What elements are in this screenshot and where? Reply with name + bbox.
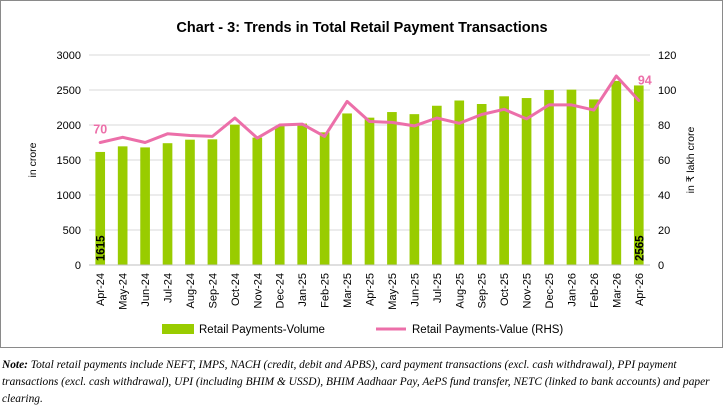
bar <box>476 104 487 265</box>
bar <box>230 124 240 266</box>
x-tick-label: Nov-25 <box>522 273 534 308</box>
y-tick-label: 2000 <box>57 120 81 132</box>
bar <box>566 89 577 266</box>
bar <box>185 139 195 265</box>
bar <box>117 146 128 265</box>
x-tick-label: Jun-24 <box>140 273 152 307</box>
bar <box>544 90 554 265</box>
bar <box>342 113 352 265</box>
y2-axis-label: in ₹ lakh crore <box>685 126 697 193</box>
bar <box>499 96 509 265</box>
bar <box>297 123 308 265</box>
chart-title: Chart - 3: Trends in Total Retail Paymen… <box>176 20 547 36</box>
y2-tick-label: 60 <box>658 155 670 167</box>
bar <box>409 114 420 266</box>
bar <box>387 112 397 265</box>
y2-tick-label: 0 <box>658 260 664 272</box>
bar <box>454 100 465 265</box>
x-tick-label: Aug-25 <box>454 273 466 308</box>
x-tick-label: Apr-25 <box>365 273 377 306</box>
y-tick-label: 500 <box>63 225 81 237</box>
footnote-text: Total retail payments include NEFT, IMPS… <box>2 359 710 405</box>
x-tick-label: Oct-25 <box>499 273 511 306</box>
y2-tick-label: 120 <box>658 50 676 62</box>
x-tick-label: Dec-24 <box>275 273 287 308</box>
x-tick-label: Sep-24 <box>207 273 219 308</box>
x-tick-label: Jul-25 <box>432 273 444 303</box>
bar <box>162 143 173 265</box>
bar <box>633 85 644 265</box>
bar <box>364 117 375 266</box>
bar <box>252 137 263 265</box>
x-tick-label: Jan-25 <box>297 273 309 307</box>
x-tick-label: Jan-26 <box>566 273 578 307</box>
bar <box>274 126 285 265</box>
x-tick-label: Apr-26 <box>634 273 646 306</box>
bar <box>140 147 150 265</box>
bar <box>319 132 330 265</box>
x-tick-label: Jul-24 <box>163 273 175 303</box>
x-tick-label: Apr-24 <box>95 273 107 306</box>
y-tick-label: 1500 <box>57 155 81 167</box>
chart: Chart - 3: Trends in Total Retail Paymen… <box>27 20 697 336</box>
y2-tick-label: 100 <box>658 85 676 97</box>
x-tick-label: Oct-24 <box>230 273 242 306</box>
y2-tick-label: 80 <box>658 120 670 132</box>
x-tick-label: Feb-25 <box>320 273 332 308</box>
y-axis-label: in crore <box>27 142 39 177</box>
bar <box>611 80 622 266</box>
bar <box>207 139 218 265</box>
y-tick-label: 2500 <box>57 85 81 97</box>
y-tick-label: 1000 <box>57 190 81 202</box>
bar <box>589 99 599 265</box>
y-tick-label: 3000 <box>57 50 81 62</box>
x-tick-label: May-25 <box>387 273 399 310</box>
y2-tick-label: 20 <box>658 225 670 237</box>
legend-label-value: Retail Payments-Value (RHS) <box>412 324 563 336</box>
x-tick-label: Nov-24 <box>252 273 264 308</box>
x-tick-label: May-24 <box>118 273 130 310</box>
footnote-lead: Note: <box>2 359 28 371</box>
footnote: Note: Total retail payments include NEFT… <box>2 357 722 408</box>
bar-data-label: 1615 <box>96 235 108 261</box>
bar <box>95 151 106 265</box>
x-tick-label: Mar-26 <box>611 273 623 308</box>
chart-frame: Chart - 3: Trends in Total Retail Paymen… <box>0 0 723 348</box>
bar <box>431 105 442 265</box>
legend-swatch-volume <box>162 324 194 334</box>
y-tick-label: 0 <box>75 260 81 272</box>
line-series <box>98 74 641 144</box>
x-tick-label: Jun-25 <box>409 273 421 307</box>
x-tick-label: Aug-24 <box>185 273 197 308</box>
x-tick-label: Dec-25 <box>544 273 556 308</box>
legend-label-volume: Retail Payments-Volume <box>199 324 325 336</box>
bar-data-label: 2565 <box>634 235 646 261</box>
y2-tick-label: 40 <box>658 190 670 202</box>
x-tick-label: Mar-25 <box>342 273 354 308</box>
x-tick-label: Feb-26 <box>589 273 601 308</box>
line-data-label: 94 <box>638 74 652 88</box>
bar <box>521 98 532 265</box>
x-tick-label: Sep-25 <box>477 273 489 308</box>
line-data-label: 70 <box>93 123 107 137</box>
